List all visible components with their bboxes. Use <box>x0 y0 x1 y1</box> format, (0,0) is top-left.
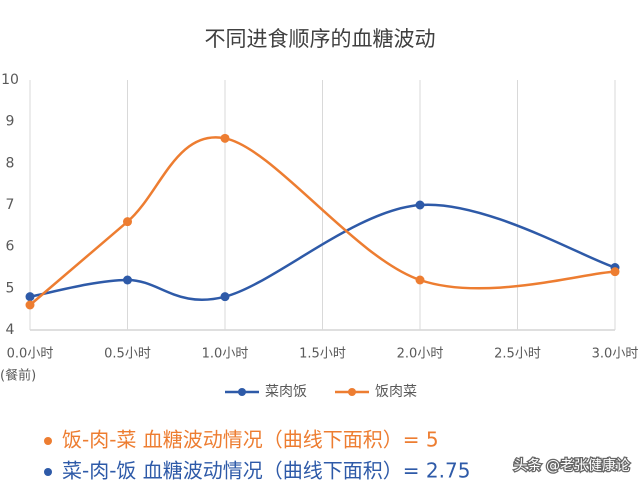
legend-label: 菜肉饭 <box>265 384 307 400</box>
x-tick-label: 2.0小时 <box>397 347 444 362</box>
x-tick-label: 0.0小时 <box>7 347 54 362</box>
chart-title: 不同进食顺序的血糖波动 <box>205 27 436 51</box>
x-tick-label: 1.5小时 <box>299 347 346 362</box>
y-tick-label: 9 <box>6 114 15 130</box>
point <box>610 267 620 277</box>
legend-marker <box>348 388 356 396</box>
x-tick-label: 3.0小时 <box>592 347 639 362</box>
note: 饭-肉-菜 血糖波动情况（曲线下面积）= 5 <box>62 428 439 452</box>
point <box>415 275 425 285</box>
x-tick-label: 0.5小时 <box>104 347 151 362</box>
point <box>123 217 132 227</box>
point <box>220 133 230 143</box>
y-tick-label: 8 <box>6 155 15 171</box>
series-line <box>29 136 616 306</box>
point <box>25 292 35 302</box>
y-tick-label: 10 <box>1 72 19 88</box>
bullet <box>44 437 52 445</box>
note: 菜-肉-饭 血糖波动情况（曲线下面积）= 2.75 <box>62 459 470 483</box>
y-tick-label: 5 <box>6 280 15 296</box>
legend-marker <box>238 388 246 396</box>
x-tick-label: 1.0小时 <box>202 347 249 362</box>
series-line <box>29 203 616 302</box>
x-tick-label: 2.5小时 <box>494 347 541 362</box>
y-tick-label: 7 <box>6 197 15 213</box>
y-tick-label: 6 <box>6 239 15 255</box>
bullet <box>44 468 52 476</box>
legend-label: 饭肉菜 <box>375 384 417 400</box>
y-tick-label: 4 <box>6 322 15 338</box>
point <box>220 292 230 302</box>
point <box>123 275 132 285</box>
x-annotation: (餐前) <box>0 368 36 384</box>
watermark: 头条 @老张健康论 <box>514 457 630 474</box>
point <box>415 200 425 210</box>
point <box>25 300 35 310</box>
